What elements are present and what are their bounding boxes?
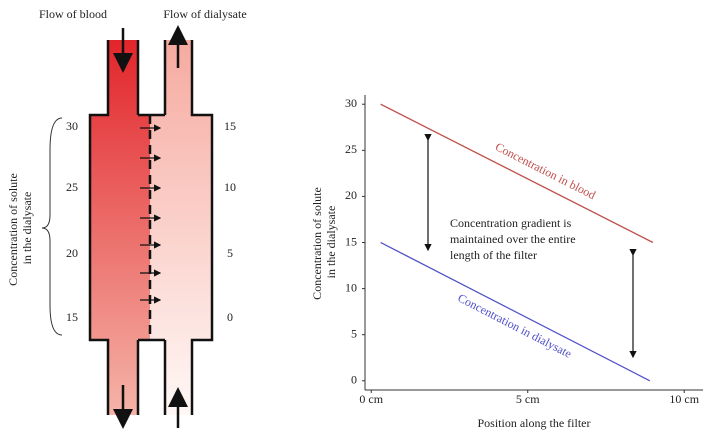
dialysate-scale-label: 0 [227, 310, 233, 324]
series-label: Concentration in blood [493, 140, 598, 203]
y-axis-label-line: in the dialysate [324, 206, 338, 279]
y-axis-label: Concentration of solute in the dialysate [310, 184, 338, 300]
y-axis-label-line: Concentration of solute [310, 187, 324, 300]
y-tick-label: 0 [351, 373, 357, 387]
annotation: Concentration gradient is maintained ove… [450, 216, 579, 262]
chart: Concentration of solute in the dialysate… [310, 95, 703, 430]
y-tick-label: 15 [345, 234, 357, 248]
blood-scale-label: 25 [66, 180, 78, 194]
blood-scale-label: 30 [66, 119, 78, 133]
series-line [380, 241, 651, 382]
blood-scale-label: 15 [66, 310, 78, 324]
x-tick-label: 0 cm [359, 392, 383, 406]
series-line [380, 103, 654, 244]
x-tick-label: 10 cm [669, 392, 699, 406]
dialysate-scale-label: 5 [227, 246, 233, 260]
x-axis-label: Position along the filter [478, 416, 591, 430]
membrane-edge [138, 113, 165, 342]
side-label: Concentration of solute in the dialysate [6, 170, 34, 286]
y-tick-label: 25 [345, 142, 357, 156]
blood-scale-label: 20 [66, 246, 78, 260]
flow-label: Flow of dialysate [163, 7, 246, 21]
y-tick-label: 5 [351, 326, 357, 340]
brace [41, 117, 63, 336]
dialysate-scale-label: 15 [224, 119, 236, 133]
series-label: Concentration in dialysate [456, 291, 574, 361]
dialysate-channel [150, 40, 212, 415]
dialysate-wall [190, 40, 214, 415]
blood-wall [88, 40, 110, 415]
x-tick-label: 5 cm [516, 392, 540, 406]
flow-label: Flow of blood [39, 7, 107, 21]
blood-channel [90, 40, 150, 415]
side-label-line: in the dialysate [20, 192, 34, 265]
filter-diagram: Flow of blood Flow of dialysate Concentr… [6, 7, 247, 429]
y-tick-label: 10 [345, 280, 357, 294]
dialysate-scale-label: 10 [224, 180, 236, 194]
scales: 30 25 20 15 15 10 5 0 [66, 119, 236, 324]
side-label-line: Concentration of solute [6, 173, 20, 286]
annotation-line: maintained over the entire [450, 232, 576, 246]
y-tick-label: 30 [345, 96, 357, 110]
annotation-line: length of the filter [450, 248, 537, 262]
y-tick-label: 20 [345, 188, 357, 202]
annotation-line: Concentration gradient is [450, 216, 572, 230]
